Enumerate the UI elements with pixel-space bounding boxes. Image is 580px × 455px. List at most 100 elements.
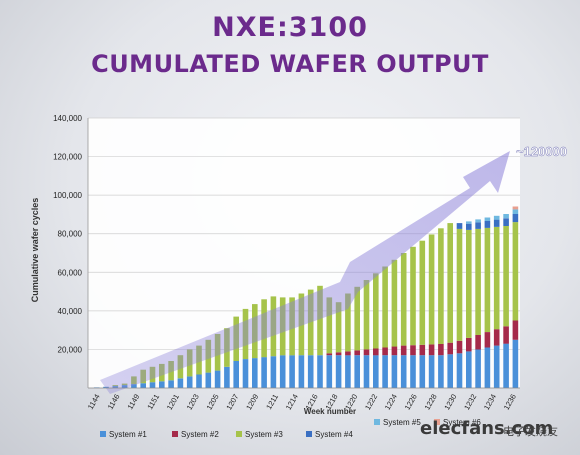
bar-segment — [503, 214, 509, 219]
y-tick-label: 60,000 — [58, 268, 83, 277]
bar-segment — [159, 381, 165, 389]
bar-segment — [335, 355, 342, 388]
bar-segment — [307, 289, 314, 356]
bar-segment — [196, 374, 202, 388]
bar-segment — [503, 343, 509, 388]
x-tick-label: 1224 — [383, 393, 399, 412]
bar-segment — [279, 355, 286, 388]
bar-segment — [261, 357, 267, 388]
bar-segment — [363, 355, 370, 388]
watermark-cn: 电子发烧友 — [503, 425, 558, 438]
bar-segment — [168, 380, 174, 388]
bar-segment — [205, 372, 212, 388]
bar-segment — [317, 285, 323, 356]
bar-segment — [466, 223, 472, 230]
bar-segment — [466, 221, 472, 224]
x-tick-label: 1205 — [205, 393, 221, 412]
bar-segment — [512, 222, 519, 321]
growth-arrow — [100, 151, 510, 394]
bar-segment — [447, 223, 453, 343]
bar-segment — [149, 382, 156, 388]
bar-segment — [270, 356, 277, 388]
bar-segment — [335, 352, 342, 356]
bar-segment — [373, 355, 379, 388]
bar-segment — [503, 326, 509, 344]
bar-segment — [419, 240, 426, 345]
legend-label: System #3 — [245, 430, 283, 439]
bar-segment — [354, 355, 360, 388]
bar-segment — [326, 355, 333, 388]
bar-segment — [456, 228, 463, 341]
bar-segment — [363, 280, 370, 350]
bar-segment — [466, 351, 472, 388]
bar-segment — [335, 302, 342, 353]
bar-segment — [484, 221, 491, 228]
bar-segment — [438, 355, 444, 388]
chart-title: NXE:3100 — [212, 12, 368, 43]
bar-segment — [428, 344, 435, 356]
x-tick-label: 1234 — [482, 393, 498, 412]
x-tick-label: 1151 — [145, 393, 161, 411]
bar-segment — [493, 227, 500, 330]
x-tick-label: 1236 — [502, 393, 518, 412]
x-tick-label: 1203 — [185, 393, 201, 412]
bar-segment — [224, 366, 230, 388]
bar-segment — [354, 350, 360, 356]
bar-segment — [317, 355, 323, 388]
bar-segment — [233, 361, 239, 388]
x-axis-label: Week number — [304, 407, 356, 416]
x-tick-label: 1232 — [462, 393, 478, 412]
bar-segment — [140, 383, 146, 388]
bar-segment — [410, 355, 416, 388]
bar-segment — [493, 345, 500, 388]
x-tick-label: 1201 — [165, 393, 181, 412]
bar-segment — [438, 344, 444, 356]
bar-segment — [326, 353, 333, 356]
x-tick-label: 1228 — [423, 393, 439, 412]
bar-segment — [252, 358, 258, 388]
x-tick-label: 1149 — [126, 393, 142, 411]
bar-segment — [466, 337, 472, 352]
bar-segment — [503, 218, 509, 226]
bar-segment — [382, 355, 388, 388]
legend-swatch — [374, 419, 380, 425]
x-tick-label: 1211 — [264, 393, 280, 411]
legend-swatch — [306, 431, 312, 437]
legend-label: System #1 — [109, 430, 147, 439]
bar-segment — [326, 297, 333, 354]
x-tick-label: 1214 — [284, 393, 300, 412]
bar-segment — [354, 286, 360, 351]
bar-segment — [484, 347, 491, 388]
bar-segment — [493, 219, 500, 227]
bar-segment — [428, 234, 435, 345]
bar-segment — [298, 355, 305, 388]
watermark-text: elecfans.com — [420, 418, 554, 439]
legend-label: System #5 — [383, 418, 421, 427]
y-tick-label: 140,000 — [53, 114, 82, 123]
bar-segment — [512, 214, 519, 223]
bar-segment — [400, 355, 407, 388]
chart-subtitle: CUMULATED WAFER OUTPUT — [91, 50, 489, 78]
bar-segment — [512, 209, 519, 214]
bar-segment — [493, 329, 500, 346]
bar-segment — [345, 355, 351, 388]
y-tick-label: 80,000 — [58, 230, 83, 239]
bar-segment — [484, 227, 491, 332]
bar-segment — [484, 332, 491, 348]
x-tick-label: 1207 — [224, 393, 240, 412]
bar-segment — [131, 384, 137, 388]
bar-segment — [307, 355, 314, 388]
y-axis: 20,000 40,000 60,000 80,000 100,000 120,000 14… — [53, 114, 89, 388]
bar-segment — [475, 222, 481, 229]
bar-segment — [456, 223, 463, 229]
bar-segment — [438, 228, 444, 344]
bar-segment — [484, 217, 491, 221]
y-axis-label: Cumulative wafer cycles — [30, 198, 40, 303]
bar-segment — [503, 226, 509, 327]
bar-segment — [419, 344, 426, 356]
bar-segment — [373, 348, 379, 356]
x-tick-label: 1209 — [244, 393, 260, 412]
bar-segment — [456, 340, 463, 354]
bar-segment — [447, 342, 453, 355]
